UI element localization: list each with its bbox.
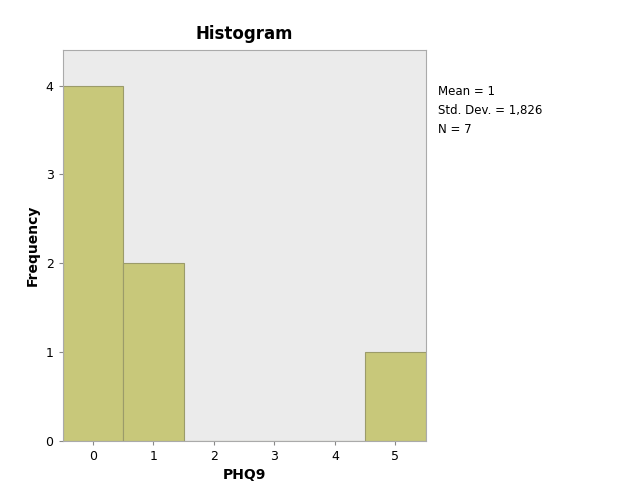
Y-axis label: Frequency: Frequency [26, 205, 40, 286]
Bar [123, 263, 183, 441]
X-axis label: PHQ9: PHQ9 [222, 468, 266, 482]
Text: Mean = 1
Std. Dev. = 1,826
N = 7: Mean = 1 Std. Dev. = 1,826 N = 7 [438, 85, 543, 136]
Title: Histogram: Histogram [195, 25, 293, 43]
Bar [63, 86, 123, 441]
Bar [365, 352, 426, 441]
